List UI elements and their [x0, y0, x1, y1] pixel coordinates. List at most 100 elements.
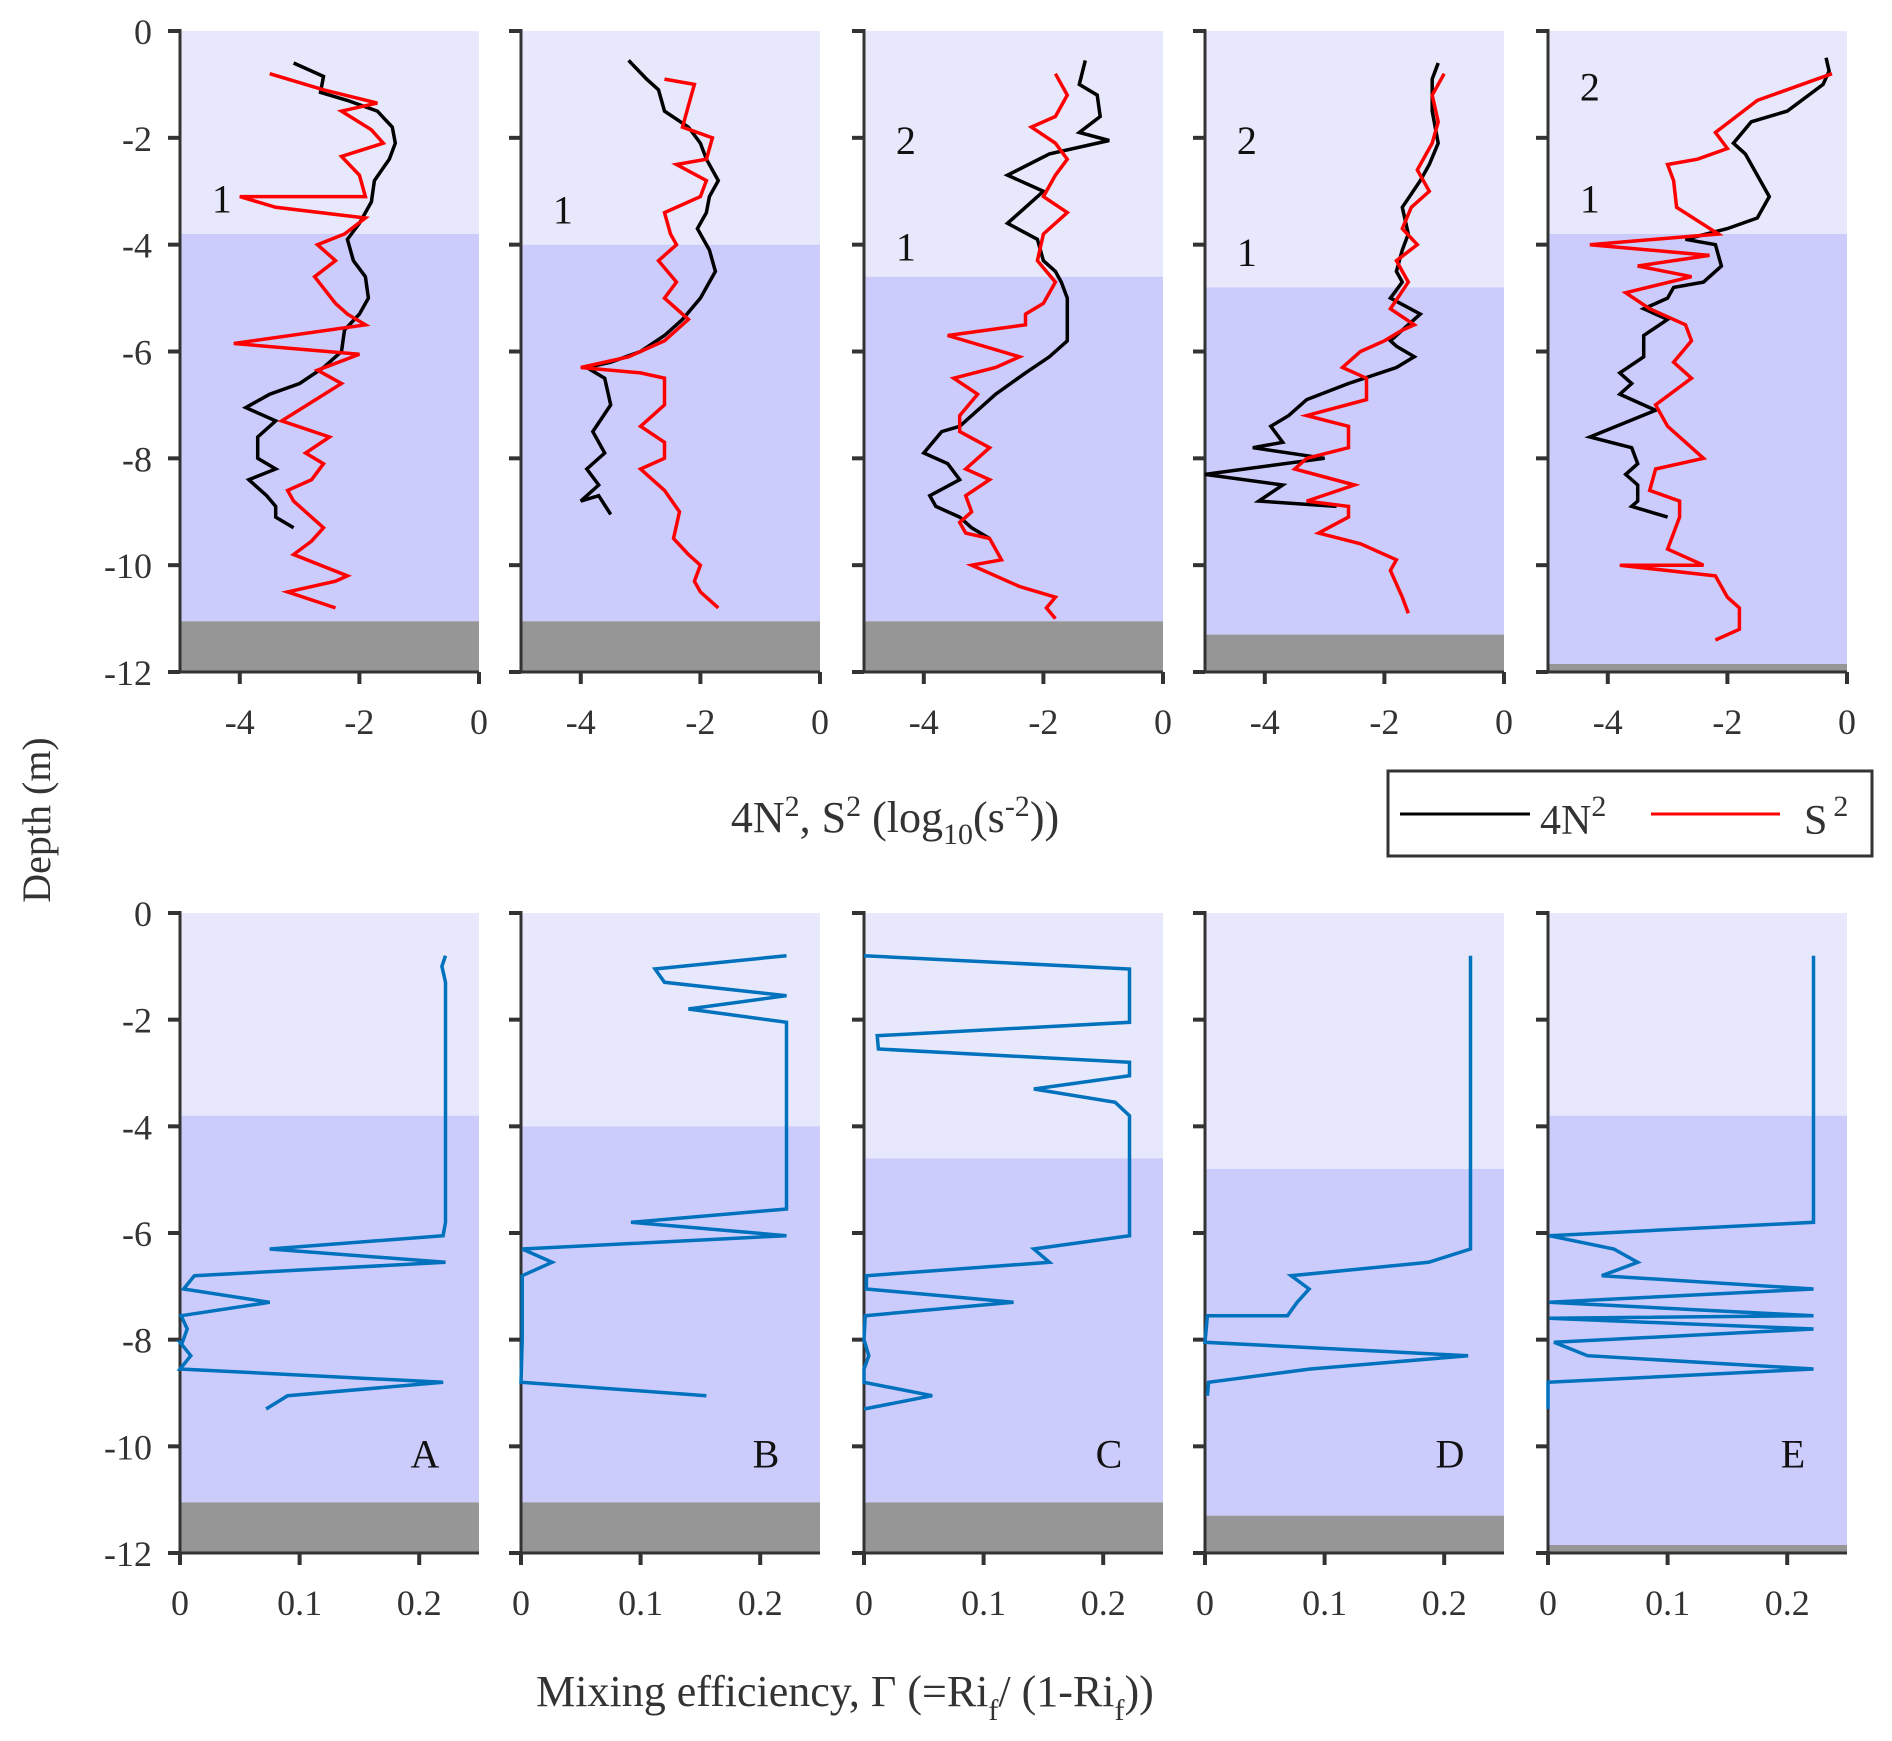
panel-letter-label: E [1781, 1432, 1805, 1477]
upper-layer-shading [1205, 31, 1504, 288]
panel-top-C: -4 -2 0 2 1 [852, 29, 1172, 742]
bottom-x-axis-label: Mixing efficiency, Γ (=Rif/ (1-Rif)) [536, 1667, 1154, 1727]
bed-shading [1205, 634, 1504, 672]
upper-layer-shading [180, 31, 479, 234]
panel-bottom-C: 0 0.1 0.2 C [852, 911, 1163, 1623]
series-line-gamma [862, 953, 1132, 1411]
x-tick-label: -4 [1250, 702, 1280, 742]
upper-layer-shading [864, 913, 1163, 1159]
x-tick-label: -4 [909, 702, 939, 742]
bed-shading [1548, 1545, 1847, 1553]
x-tick-label: 0 [470, 702, 488, 742]
y-tick-label: -2 [122, 119, 152, 159]
series-line-s2 [947, 72, 1071, 620]
panel-letter-label: A [411, 1432, 440, 1477]
layer-number-label: 2 [896, 118, 916, 163]
y-tick-label: -4 [122, 1107, 152, 1147]
x-tick-label: -2 [685, 702, 715, 742]
y-tick-label: -8 [122, 1321, 152, 1361]
series-line-gamma [176, 955, 448, 1411]
lower-layer-shading [1205, 1169, 1504, 1516]
lower-layer-shading [1548, 233, 1847, 664]
y-tick-label: -6 [122, 1214, 152, 1254]
y-axis-label: Depth (m) [14, 737, 59, 903]
x-tick-label: 0 [171, 1583, 189, 1623]
y-tick-label: -12 [104, 653, 152, 693]
lower-layer-shading [864, 276, 1163, 622]
panel-top-E: -4 -2 0 2 1 [1536, 29, 1856, 742]
bed-shading [180, 1502, 479, 1553]
upper-layer-shading [1205, 913, 1504, 1169]
legend-n2-label: 4N2 [1540, 790, 1606, 844]
x-tick-label: 0.2 [1081, 1583, 1126, 1623]
layer-number-label: 1 [1580, 177, 1600, 222]
x-tick-label: 0.2 [738, 1583, 783, 1623]
x-tick-label: 0 [1196, 1583, 1214, 1623]
layer-number-label: 1 [212, 177, 232, 222]
x-tick-label: 0 [811, 702, 829, 742]
x-tick-label: 0 [855, 1583, 873, 1623]
lower-layer-shading [1205, 287, 1504, 635]
series-line-s2 [580, 77, 720, 610]
series-line-s2 [1291, 72, 1446, 614]
x-tick-label: 0.1 [961, 1583, 1006, 1623]
panel-letter-label: C [1096, 1432, 1123, 1477]
layer-number-label: 2 [1237, 118, 1257, 163]
bottom-row-panels: 0-2-4-6-8-10-120 0.1 0.2A0 0.1 0.2B0 0.1 0.2C0… [104, 894, 1847, 1623]
x-tick-label: 0.1 [1302, 1583, 1347, 1623]
top-x-axis-label: 4N2, S2 (log10(s-2)) [731, 790, 1059, 851]
bed-shading [1205, 1515, 1504, 1553]
bed-shading [1548, 663, 1847, 672]
y-tick-label: -2 [122, 1001, 152, 1041]
upper-layer-shading [1548, 913, 1847, 1116]
y-tick-label: -10 [104, 546, 152, 586]
layer-number-label: 1 [1237, 230, 1257, 275]
series-line-4n2 [1584, 57, 1831, 519]
series-line-4n2 [920, 59, 1110, 541]
x-tick-label: -2 [1712, 702, 1742, 742]
x-tick-label: -2 [1028, 702, 1058, 742]
lower-layer-shading [521, 244, 820, 622]
bed-shading [521, 621, 820, 672]
series-line-gamma [519, 953, 789, 1398]
panel-bottom-A: 0 -2 -4 -6 -8 -10 -12 0 0.1 0.2 A [104, 894, 479, 1623]
panel-letter-label: B [753, 1432, 780, 1477]
layer-number-label: 2 [1580, 64, 1600, 109]
bed-shading [864, 621, 1163, 672]
upper-layer-shading [180, 913, 479, 1116]
y-tick-label: 0 [134, 12, 152, 52]
layer-number-label: 1 [896, 225, 916, 270]
series-line-4n2 [1204, 62, 1441, 509]
x-tick-label: 0.2 [397, 1583, 442, 1623]
panel-top-A: 0 -2 -4 -6 -8 -10 -12 -4 -2 0 1 [104, 12, 488, 742]
x-tick-label: -4 [1593, 702, 1623, 742]
bed-shading [180, 621, 479, 672]
series-line-gamma [1546, 955, 1816, 1409]
panel-top-B: -4 -2 0 1 [509, 29, 829, 742]
panel-letter-label: D [1436, 1432, 1465, 1477]
x-tick-label: 0.1 [618, 1583, 663, 1623]
series-line-gamma [1203, 955, 1473, 1396]
x-tick-label: 0 [1495, 702, 1513, 742]
upper-layer-shading [1548, 31, 1847, 234]
lower-layer-shading [864, 1158, 1163, 1503]
top-row-panels: 0 -2 -4 -6 -8 -10 -12 -4 -2 0 1 -4 -2 0 1 -4 -2 0 2 1 -4 -2 0 2… [104, 12, 1856, 742]
lower-layer-shading [521, 1126, 820, 1503]
y-tick-label: -4 [122, 226, 152, 266]
series-line-s2 [1589, 72, 1833, 642]
y-tick-label: -12 [104, 1534, 152, 1574]
panel-bottom-B: 0 0.1 0.2 B [509, 911, 820, 1623]
y-tick-label: -6 [122, 333, 152, 373]
x-tick-label: 0.2 [1765, 1583, 1810, 1623]
x-tick-label: -4 [225, 702, 255, 742]
y-tick-label: -8 [122, 439, 152, 479]
series-line-4n2 [241, 61, 398, 530]
series-line-s2 [233, 72, 387, 610]
x-tick-label: 0 [1154, 702, 1172, 742]
layer-number-label: 1 [553, 187, 573, 232]
x-tick-label: 0.1 [277, 1583, 322, 1623]
x-tick-label: 0.2 [1422, 1583, 1467, 1623]
